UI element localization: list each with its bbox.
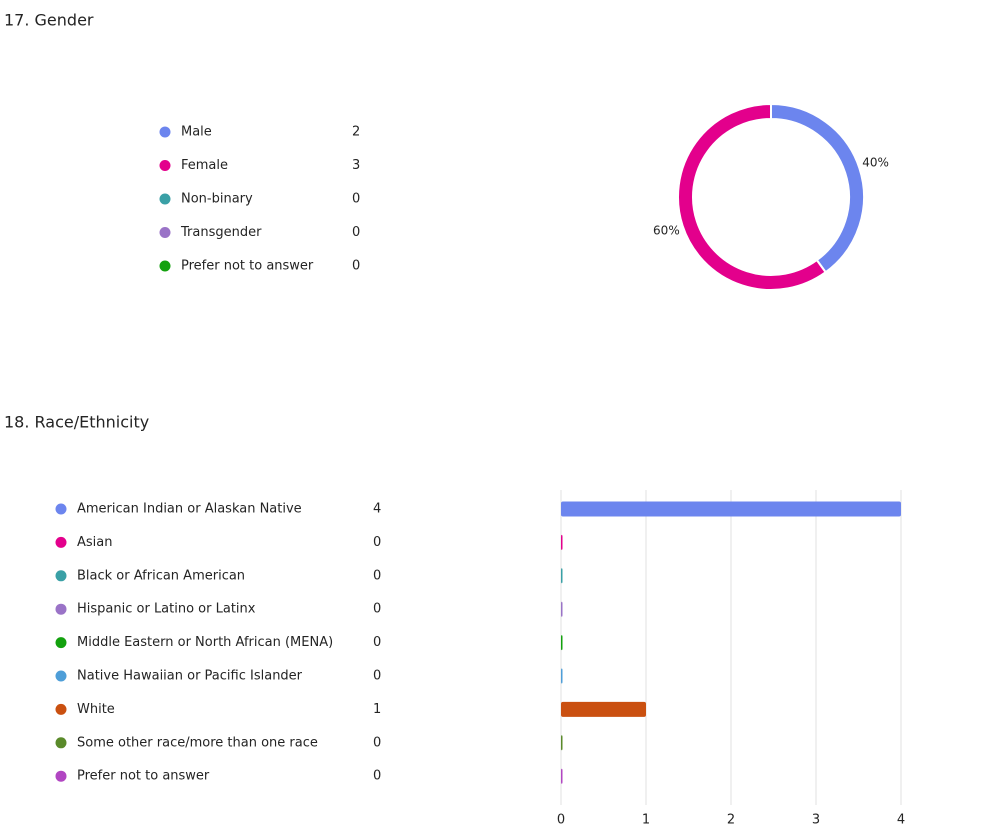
bar — [561, 501, 901, 517]
legend-count: 0 — [352, 259, 360, 274]
legend-label: Hispanic or Latino or Latinx — [77, 602, 256, 617]
legend-dot — [55, 603, 67, 615]
slice-label: 40% — [862, 156, 889, 170]
legend-dot — [159, 193, 171, 205]
bar — [561, 701, 646, 717]
legend-count: 4 — [373, 502, 381, 517]
legend-dot — [55, 770, 67, 782]
legend-dot — [55, 536, 67, 548]
legend-dot — [159, 126, 171, 138]
bar — [561, 635, 563, 651]
x-tick-label: 4 — [897, 813, 905, 828]
bar — [561, 735, 563, 751]
bar — [561, 568, 563, 584]
legend-label: Male — [181, 125, 212, 140]
legend-dot — [55, 670, 67, 682]
slice-label: 60% — [653, 223, 680, 237]
legend-dot — [159, 160, 171, 171]
legend-count: 0 — [373, 602, 381, 617]
legend-count: 0 — [373, 669, 381, 684]
legend-label: Some other race/more than one race — [77, 735, 318, 750]
legend-label: Prefer not to answer — [181, 259, 314, 274]
x-tick-label: 3 — [812, 813, 820, 828]
legend-dot — [55, 570, 67, 582]
legend-label: Female — [181, 158, 228, 173]
legend-label: American Indian or Alaskan Native — [77, 502, 302, 517]
bar — [561, 668, 563, 684]
legend-dot — [55, 703, 67, 715]
bar — [561, 768, 563, 784]
legend-count: 0 — [373, 535, 381, 550]
legend-label: Asian — [77, 535, 112, 550]
legend-label: Native Hawaiian or Pacific Islander — [77, 669, 303, 684]
bar — [561, 601, 563, 617]
legend-label: Non-binary — [181, 192, 253, 207]
question-title: 17. Gender — [4, 11, 94, 30]
legend-label: Transgender — [180, 225, 262, 240]
legend-count: 0 — [352, 225, 360, 240]
x-tick-label: 1 — [642, 813, 650, 828]
legend-dot — [159, 227, 171, 238]
question-title: 18. Race/Ethnicity — [4, 413, 149, 432]
legend-label: Middle Eastern or North African (MENA) — [77, 635, 333, 650]
legend-dot — [55, 503, 67, 515]
donut-slice — [770, 102, 865, 274]
legend-label: White — [77, 702, 115, 717]
bar — [561, 534, 563, 550]
legend-dot — [55, 637, 67, 649]
legend-dot — [159, 260, 171, 272]
x-tick-label: 2 — [727, 813, 735, 828]
legend-dot — [55, 737, 67, 749]
legend-count: 3 — [352, 158, 360, 173]
legend-label: Black or African American — [77, 568, 245, 583]
legend-count: 0 — [373, 735, 381, 750]
legend-label: Prefer not to answer — [77, 769, 210, 784]
legend-count: 1 — [373, 702, 381, 717]
legend-count: 0 — [373, 635, 381, 650]
x-tick-label: 0 — [557, 813, 565, 828]
legend-count: 0 — [373, 568, 381, 583]
legend-count: 0 — [373, 769, 381, 784]
legend-count: 0 — [352, 192, 360, 207]
legend-count: 2 — [352, 125, 360, 140]
donut-slice — [677, 102, 828, 291]
